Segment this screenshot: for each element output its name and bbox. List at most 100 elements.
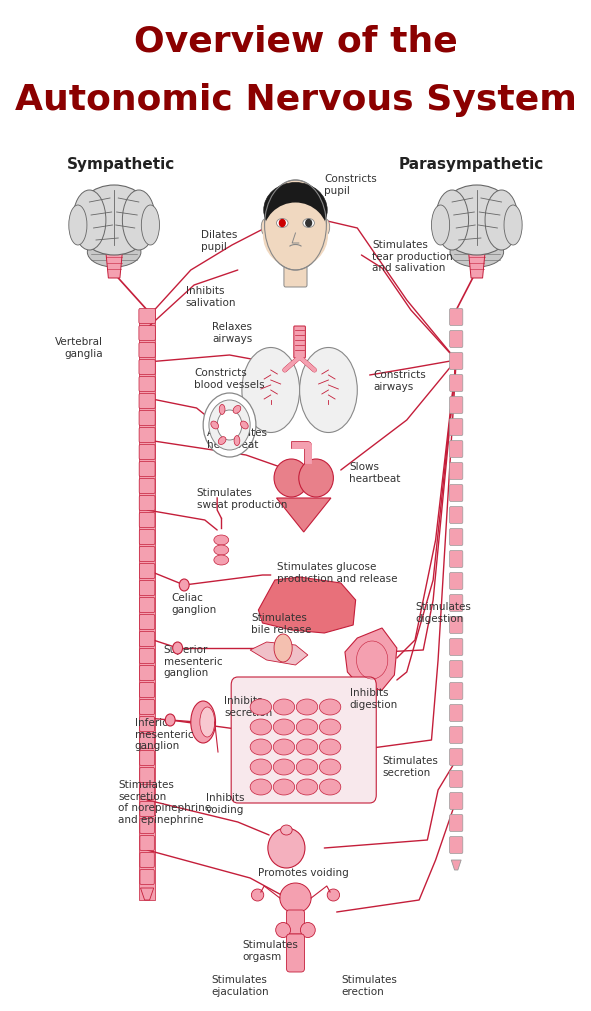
Polygon shape <box>345 628 397 690</box>
FancyBboxPatch shape <box>139 682 155 698</box>
Ellipse shape <box>303 218 314 227</box>
FancyBboxPatch shape <box>139 615 155 630</box>
Ellipse shape <box>265 180 326 270</box>
Polygon shape <box>452 860 461 870</box>
FancyBboxPatch shape <box>450 727 463 743</box>
Ellipse shape <box>485 190 518 250</box>
Ellipse shape <box>504 205 522 245</box>
FancyBboxPatch shape <box>450 572 463 589</box>
FancyBboxPatch shape <box>139 376 155 391</box>
Polygon shape <box>469 252 485 278</box>
Ellipse shape <box>319 699 341 715</box>
FancyBboxPatch shape <box>140 852 154 867</box>
Ellipse shape <box>450 237 504 267</box>
Ellipse shape <box>75 185 153 255</box>
FancyBboxPatch shape <box>450 617 463 634</box>
Text: Stimulates
secretion: Stimulates secretion <box>382 756 438 777</box>
Ellipse shape <box>263 202 328 268</box>
FancyBboxPatch shape <box>450 594 463 612</box>
FancyBboxPatch shape <box>139 461 155 476</box>
Ellipse shape <box>319 759 341 775</box>
FancyBboxPatch shape <box>139 513 155 528</box>
Ellipse shape <box>273 719 295 735</box>
FancyBboxPatch shape <box>139 343 155 358</box>
FancyBboxPatch shape <box>450 639 463 655</box>
FancyBboxPatch shape <box>450 529 463 546</box>
FancyBboxPatch shape <box>450 331 463 348</box>
FancyBboxPatch shape <box>450 793 463 810</box>
Text: Inhibits
voiding: Inhibits voiding <box>206 794 245 815</box>
Ellipse shape <box>281 825 292 835</box>
Ellipse shape <box>218 437 226 445</box>
Ellipse shape <box>261 219 269 235</box>
Circle shape <box>280 219 285 226</box>
Ellipse shape <box>300 348 358 433</box>
Ellipse shape <box>275 922 291 937</box>
Text: Stimulates
tear production
and salivation: Stimulates tear production and salivatio… <box>372 240 453 273</box>
Ellipse shape <box>274 459 309 497</box>
Text: Promotes voiding: Promotes voiding <box>258 868 349 878</box>
Ellipse shape <box>214 545 229 555</box>
Ellipse shape <box>233 405 241 413</box>
Ellipse shape <box>300 922 315 937</box>
Ellipse shape <box>322 219 330 235</box>
Polygon shape <box>258 577 356 633</box>
Ellipse shape <box>241 421 248 429</box>
Ellipse shape <box>277 218 288 227</box>
Ellipse shape <box>296 779 318 795</box>
FancyBboxPatch shape <box>450 374 463 391</box>
Text: Constricts
airways: Constricts airways <box>374 370 427 391</box>
FancyBboxPatch shape <box>140 835 154 850</box>
Text: Dilates
pupil: Dilates pupil <box>200 231 237 252</box>
Ellipse shape <box>73 190 106 250</box>
FancyBboxPatch shape <box>450 462 463 479</box>
FancyBboxPatch shape <box>139 360 155 374</box>
Ellipse shape <box>87 237 141 267</box>
Ellipse shape <box>280 883 311 913</box>
Ellipse shape <box>69 205 87 245</box>
FancyBboxPatch shape <box>139 648 155 663</box>
Ellipse shape <box>327 889 340 901</box>
FancyBboxPatch shape <box>284 258 307 287</box>
FancyBboxPatch shape <box>450 308 463 326</box>
Text: Constricts
blood vessels: Constricts blood vessels <box>194 368 265 390</box>
Circle shape <box>203 393 256 457</box>
Circle shape <box>179 579 189 591</box>
Ellipse shape <box>264 183 327 238</box>
Ellipse shape <box>219 404 225 415</box>
Ellipse shape <box>299 459 333 497</box>
Circle shape <box>306 219 311 226</box>
FancyBboxPatch shape <box>450 353 463 369</box>
Ellipse shape <box>319 739 341 755</box>
FancyBboxPatch shape <box>139 734 154 748</box>
Ellipse shape <box>296 699 318 715</box>
Ellipse shape <box>200 707 215 737</box>
FancyBboxPatch shape <box>139 478 155 493</box>
Ellipse shape <box>436 190 469 250</box>
Text: Constricts
pupil: Constricts pupil <box>324 175 377 196</box>
Text: Stimulates
ejaculation: Stimulates ejaculation <box>212 975 269 997</box>
Circle shape <box>173 642 183 654</box>
Circle shape <box>217 410 242 440</box>
Text: Autonomic Nervous System: Autonomic Nervous System <box>15 83 576 117</box>
Ellipse shape <box>250 739 272 755</box>
Polygon shape <box>277 498 331 532</box>
Circle shape <box>209 400 250 450</box>
FancyBboxPatch shape <box>139 445 155 460</box>
Text: Stimulates glucose
production and release: Stimulates glucose production and releas… <box>277 562 398 583</box>
FancyBboxPatch shape <box>450 484 463 501</box>
Ellipse shape <box>268 828 305 868</box>
FancyBboxPatch shape <box>139 410 155 426</box>
Ellipse shape <box>296 739 318 755</box>
FancyBboxPatch shape <box>139 717 155 732</box>
FancyBboxPatch shape <box>450 551 463 567</box>
Ellipse shape <box>214 555 229 565</box>
Ellipse shape <box>250 699 272 715</box>
FancyBboxPatch shape <box>139 428 155 443</box>
FancyBboxPatch shape <box>287 934 304 972</box>
Ellipse shape <box>273 699 295 715</box>
Ellipse shape <box>250 719 272 735</box>
FancyBboxPatch shape <box>139 308 155 324</box>
Text: Inhibits
digestion: Inhibits digestion <box>350 688 398 710</box>
FancyBboxPatch shape <box>139 495 155 511</box>
